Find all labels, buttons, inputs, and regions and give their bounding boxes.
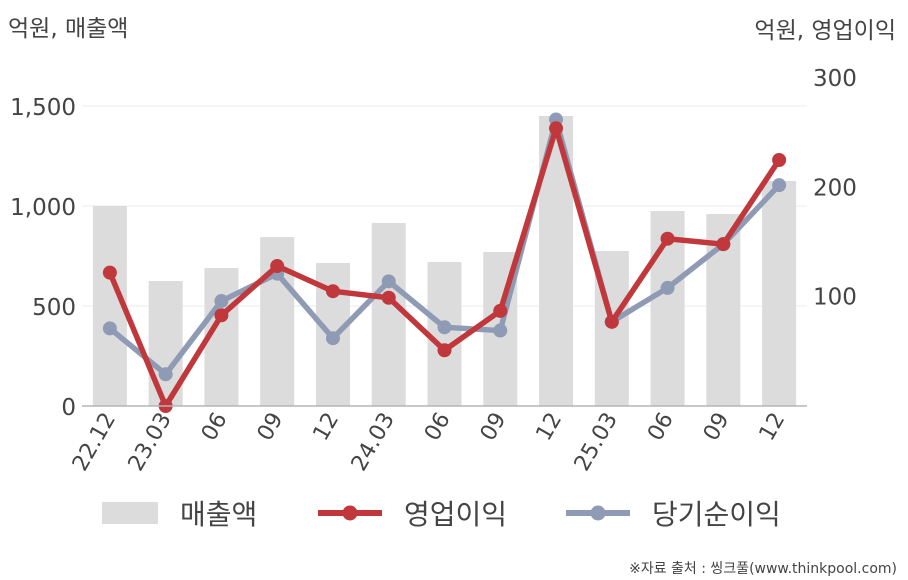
data-point (604, 314, 619, 329)
data-point (214, 308, 229, 323)
x-tick-label: 09 (476, 409, 512, 446)
data-point (381, 290, 396, 305)
data-point (772, 178, 787, 193)
legend-marker (590, 505, 606, 521)
data-point (437, 343, 452, 358)
x-tick-label: 06 (197, 409, 233, 446)
right-tick-label: 100 (813, 285, 857, 311)
legend-label: 당기순이익 (652, 498, 781, 531)
source-note: ※자료 출처 : 씽크풀(www.thinkpool.com) (629, 561, 897, 577)
bar (762, 181, 797, 406)
x-tick-label: 23.03 (124, 409, 177, 476)
data-point (325, 284, 340, 299)
x-tick-label: 12 (532, 409, 568, 446)
data-point (549, 121, 564, 136)
data-point (381, 274, 396, 289)
x-tick-label: 09 (699, 409, 735, 446)
data-point (716, 237, 731, 252)
left-axis-title: 억원, 매출액 (8, 16, 128, 42)
data-point (772, 153, 787, 167)
bar (371, 223, 406, 406)
x-tick-label: 09 (253, 409, 289, 446)
data-point (660, 231, 675, 246)
x-tick-label: 06 (643, 409, 679, 446)
profit-lines (102, 112, 787, 413)
data-point (493, 303, 508, 318)
x-tick-label: 12 (309, 409, 345, 446)
x-tick-label: 25.03 (570, 409, 623, 476)
legend-label: 매출액 (180, 498, 257, 531)
data-point (270, 259, 285, 274)
right-axis-title: 억원, 영업이익 (754, 18, 896, 44)
right-tick-label: 300 (813, 66, 857, 92)
legend-swatch (102, 502, 158, 524)
data-point (325, 331, 340, 346)
data-point (660, 280, 675, 295)
x-tick-label: 06 (420, 409, 456, 446)
left-tick-label: 500 (32, 295, 76, 321)
data-point (102, 265, 117, 280)
x-tick-label: 24.03 (347, 409, 400, 476)
data-point (437, 320, 452, 335)
data-point (214, 294, 229, 309)
revenue-bars (92, 116, 797, 406)
left-tick-label: 1,000 (10, 195, 76, 221)
right-tick-label: 200 (813, 175, 857, 201)
left-tick-label: 1,500 (10, 95, 76, 121)
data-point (158, 367, 173, 382)
legend-marker (342, 505, 358, 521)
data-point (493, 323, 508, 338)
left-tick-label: 0 (61, 395, 76, 421)
legend: 매출액 영업이익 당기순이익 (102, 498, 781, 531)
x-tick-label: 12 (755, 409, 791, 446)
data-point (102, 321, 117, 336)
legend-label: 영업이익 (404, 498, 507, 531)
